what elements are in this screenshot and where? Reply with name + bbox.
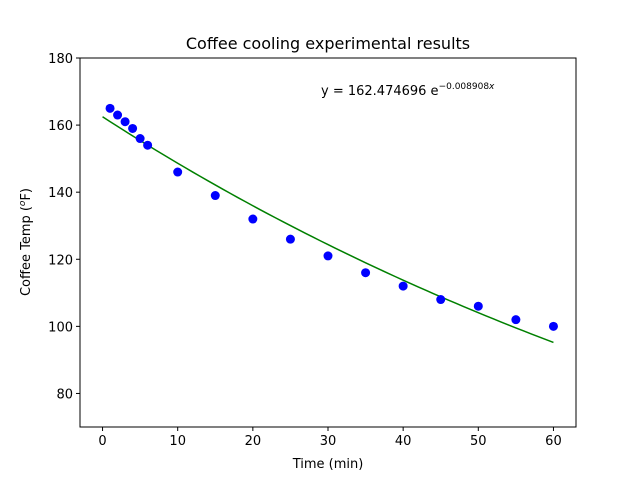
data-point	[210, 191, 220, 201]
x-tick-label: 20	[245, 434, 262, 449]
y-axis-label-end: F)	[19, 188, 34, 201]
x-tick-label: 50	[470, 434, 487, 449]
data-point	[285, 234, 295, 244]
x-axis: 0 10 20 30 40 50 60	[98, 427, 562, 449]
plot-area	[102, 103, 558, 344]
x-tick-label: 40	[395, 434, 412, 449]
fit-equation-exponent-variable: x	[488, 82, 495, 92]
chart-title: Coffee cooling experimental results	[186, 34, 470, 53]
data-point	[113, 110, 123, 120]
data-point	[398, 281, 408, 291]
data-point	[473, 301, 483, 311]
data-point	[361, 268, 371, 278]
fit-equation-annotation: y = 162.474696 e−0.008908x	[321, 82, 495, 99]
fit-curve	[102, 116, 554, 344]
x-axis-label: Time (min)	[292, 457, 364, 472]
y-axis-label-superscript: o	[18, 200, 28, 206]
data-point	[128, 123, 138, 133]
data-point	[511, 315, 521, 325]
y-tick-label: 180	[48, 52, 73, 67]
x-tick-label: 60	[545, 434, 562, 449]
x-tick-label: 0	[98, 434, 106, 449]
data-point	[548, 321, 558, 331]
fit-equation-exponent: −0.008908	[439, 82, 490, 92]
data-point	[120, 117, 130, 127]
y-tick-label: 160	[48, 119, 73, 134]
y-tick-label: 80	[56, 387, 73, 402]
data-point	[143, 140, 153, 150]
y-tick-label: 120	[48, 253, 73, 268]
data-point	[105, 103, 115, 113]
data-point	[173, 167, 183, 177]
y-axis-label-base: Coffee Temp (	[19, 206, 34, 296]
data-point	[323, 251, 333, 261]
y-axis: 80 100 120 140 160 180	[48, 52, 80, 402]
y-axis-label: Coffee Temp (oF)	[18, 188, 34, 296]
data-point	[436, 295, 446, 305]
y-tick-label: 100	[48, 320, 73, 335]
x-tick-label: 30	[320, 434, 337, 449]
y-tick-label: 140	[48, 186, 73, 201]
fit-equation-prefix: y = 162.474696 e	[321, 84, 439, 99]
x-tick-label: 10	[169, 434, 186, 449]
data-point	[248, 214, 258, 224]
data-point	[135, 134, 145, 144]
